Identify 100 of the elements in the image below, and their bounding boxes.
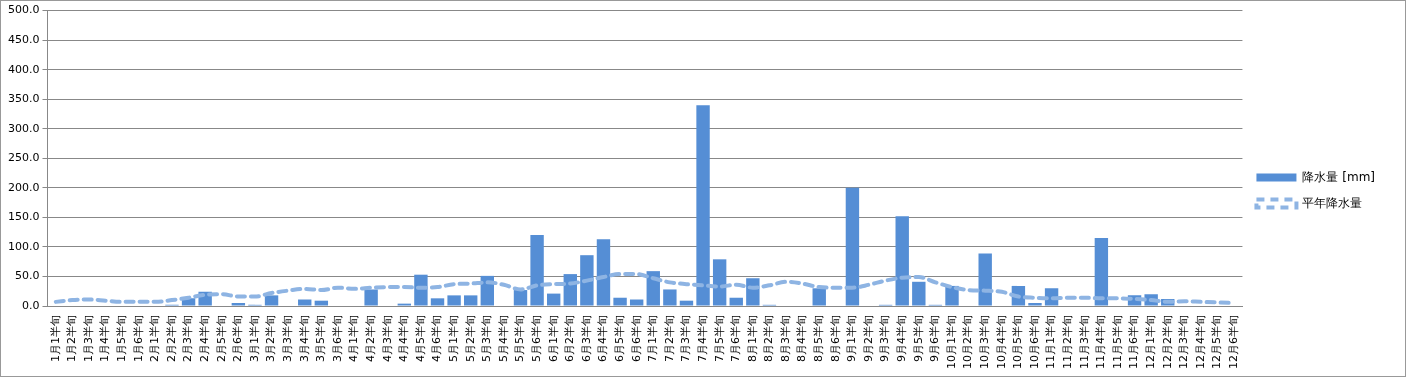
x-tick-label: 8月2半旬 [762, 315, 776, 362]
x-tick-label: 10月3半旬 [978, 315, 992, 369]
bar [430, 298, 445, 306]
x-tick-label: 12月5半旬 [1210, 315, 1224, 369]
x-tick-label: 6月2半旬 [563, 315, 577, 362]
y-tick-label: 100.0 [7, 239, 40, 253]
x-tick-label: 1月5半旬 [115, 315, 129, 362]
bar [464, 295, 478, 306]
x-tick-label: 12月2半旬 [1160, 315, 1174, 369]
x-tick-label: 6月5半旬 [612, 315, 626, 362]
x-tick-label: 9月4半旬 [895, 315, 909, 362]
bar [596, 239, 611, 306]
x-tick-label: 11月2半旬 [1061, 315, 1075, 369]
x-tick-label: 8月4半旬 [795, 315, 809, 362]
x-tick-label: 7月3半旬 [679, 315, 693, 362]
x-tick-label: 4月2半旬 [363, 315, 377, 362]
x-tick-label: 1月1半旬 [48, 315, 62, 362]
bar [1028, 303, 1042, 306]
x-tick-label: 3月1半旬 [247, 315, 261, 362]
y-tick-label: 450.0 [7, 33, 40, 46]
x-tick-label: 10月4半旬 [994, 315, 1008, 369]
bar [646, 271, 660, 306]
x-tick-label: 5月2半旬 [463, 315, 477, 362]
x-tick-label: 2月1半旬 [148, 315, 162, 362]
x-tick-label: 12月3半旬 [1177, 315, 1191, 369]
bar [629, 299, 644, 306]
x-tick-label: 5月3半旬 [480, 315, 494, 362]
x-tick-label: 7月6半旬 [729, 315, 743, 362]
y-tick-label: 350.0 [7, 92, 40, 106]
x-tick-label: 7月4半旬 [695, 315, 709, 362]
x-tick-label: 10月2半旬 [961, 315, 975, 369]
x-tick-label: 11月1半旬 [1044, 315, 1058, 369]
legend-label: 降水量 [mm] [1302, 169, 1376, 184]
x-tick-label: 11月6半旬 [1127, 315, 1141, 369]
bar [978, 253, 992, 306]
x-tick-label: 8月1半旬 [745, 315, 759, 362]
bar [679, 300, 694, 306]
x-tick-label: 11月5半旬 [1110, 315, 1124, 369]
x-tick-label: 2月4半旬 [198, 315, 212, 362]
y-tick-label: 150.0 [7, 210, 40, 224]
x-tick-label: 6月6半旬 [629, 315, 643, 362]
x-tick-label: 2月6半旬 [231, 315, 245, 362]
bar [812, 288, 826, 306]
x-tick-label: 4月3半旬 [380, 315, 394, 362]
x-tick-label: 9月6半旬 [928, 315, 942, 362]
bar [580, 255, 594, 306]
x-tick-label: 12月6半旬 [1227, 315, 1240, 369]
y-tick-label: 200.0 [7, 180, 40, 194]
x-tick-label: 4月6半旬 [430, 315, 444, 362]
x-tick-label: 9月3半旬 [878, 315, 892, 362]
x-tick-label: 3月3半旬 [281, 315, 294, 362]
y-tick-label: 500.0 [7, 3, 40, 17]
x-tick-label: 10月6半旬 [1027, 315, 1041, 369]
bar [530, 235, 544, 306]
x-tick-label: 1月4半旬 [98, 315, 112, 362]
bar [513, 290, 528, 306]
x-tick-label: 6月3半旬 [579, 315, 593, 362]
legend-label: 平年降水量 [1302, 195, 1363, 210]
x-tick-label: 11月3半旬 [1077, 315, 1091, 369]
bar [1094, 238, 1109, 306]
bar [729, 297, 743, 306]
bar [264, 295, 279, 306]
x-tick-label: 5月5半旬 [513, 315, 527, 362]
y-tick-label: 400.0 [7, 62, 40, 76]
x-tick-label: 2月2半旬 [164, 315, 178, 362]
bar [314, 300, 329, 306]
x-tick-label: 4月5半旬 [413, 315, 427, 362]
y-tick-label: 0.0 [21, 298, 40, 312]
bar [613, 297, 627, 306]
x-tick-label: 3月4半旬 [297, 315, 311, 362]
bar [912, 281, 926, 306]
x-tick-label: 2月5半旬 [214, 315, 228, 362]
bar [895, 216, 909, 306]
bar [546, 293, 561, 306]
bar [298, 299, 312, 306]
x-tick-label: 7月5半旬 [712, 315, 726, 362]
x-tick-label: 3月2半旬 [264, 315, 278, 362]
x-tick-label: 1月6半旬 [131, 315, 145, 362]
x-tick-label: 3月5半旬 [314, 315, 328, 362]
bar [845, 187, 860, 306]
x-tick-label: 9月5半旬 [911, 315, 925, 362]
x-tick-label: 10月1半旬 [944, 315, 958, 369]
x-tick-label: 5月4半旬 [496, 315, 510, 362]
x-tick-label: 7月2半旬 [662, 315, 676, 362]
x-tick-label: 1月3半旬 [81, 315, 95, 362]
x-tick-label: 8月6半旬 [828, 315, 842, 362]
x-tick-label: 10月5半旬 [1011, 315, 1025, 369]
bar [663, 289, 677, 306]
x-tick-label: 7月1半旬 [646, 315, 660, 362]
bar [364, 289, 378, 306]
x-tick-label: 9月1半旬 [845, 315, 859, 362]
x-tick-label: 5月1半旬 [446, 315, 460, 362]
y-tick-label: 50.0 [14, 269, 40, 283]
x-tick-label: 9月2半旬 [861, 315, 875, 362]
y-tick-label: 250.0 [7, 151, 40, 165]
x-tick-label: 12月4半旬 [1193, 315, 1207, 369]
x-tick-label: 6月4半旬 [596, 315, 610, 362]
x-tick-label: 3月6半旬 [330, 315, 344, 362]
x-tick-label: 6月1半旬 [546, 315, 560, 362]
x-tick-label: 12月1半旬 [1144, 315, 1158, 369]
